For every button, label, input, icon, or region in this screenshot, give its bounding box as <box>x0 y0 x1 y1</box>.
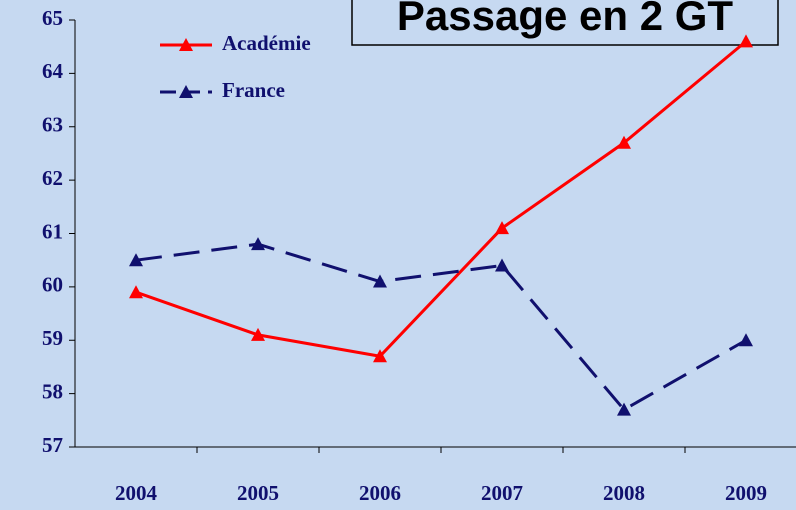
point-marker <box>495 258 509 272</box>
x-tick-label: 2006 <box>359 481 401 505</box>
point-marker <box>373 274 387 288</box>
title-box <box>351 0 779 46</box>
y-tick-label: 58 <box>42 379 63 403</box>
point-marker <box>373 349 387 363</box>
point-marker <box>617 135 631 149</box>
y-tick-label: 64 <box>42 59 64 83</box>
x-tick-label: 2009 <box>725 481 767 505</box>
y-tick-label: 61 <box>42 219 63 243</box>
x-tick-label: 2008 <box>603 481 645 505</box>
point-marker <box>739 333 753 347</box>
point-marker <box>739 34 753 48</box>
x-tick-label: 2007 <box>481 481 523 505</box>
y-tick-label: 57 <box>42 433 63 457</box>
y-tick-label: 63 <box>42 113 63 137</box>
point-marker <box>251 237 265 251</box>
y-tick-label: 60 <box>42 273 63 297</box>
legend-label: France <box>222 78 285 102</box>
chart-title: Passage en 2 GT <box>397 0 734 39</box>
x-tick-label: 2004 <box>115 481 158 505</box>
y-tick-label: 65 <box>42 6 63 30</box>
series-line <box>135 242 747 412</box>
x-tick-label: 2005 <box>237 481 279 505</box>
y-tick-label: 62 <box>42 166 63 190</box>
legend-marker <box>179 85 193 98</box>
legend-label: Académie <box>222 31 311 55</box>
series-line <box>135 40 747 358</box>
y-tick-label: 59 <box>42 326 63 350</box>
point-marker <box>617 402 631 416</box>
point-marker <box>251 327 265 341</box>
point-marker <box>129 253 143 267</box>
point-marker <box>495 221 509 235</box>
legend-marker <box>179 38 193 51</box>
point-marker <box>129 285 143 299</box>
